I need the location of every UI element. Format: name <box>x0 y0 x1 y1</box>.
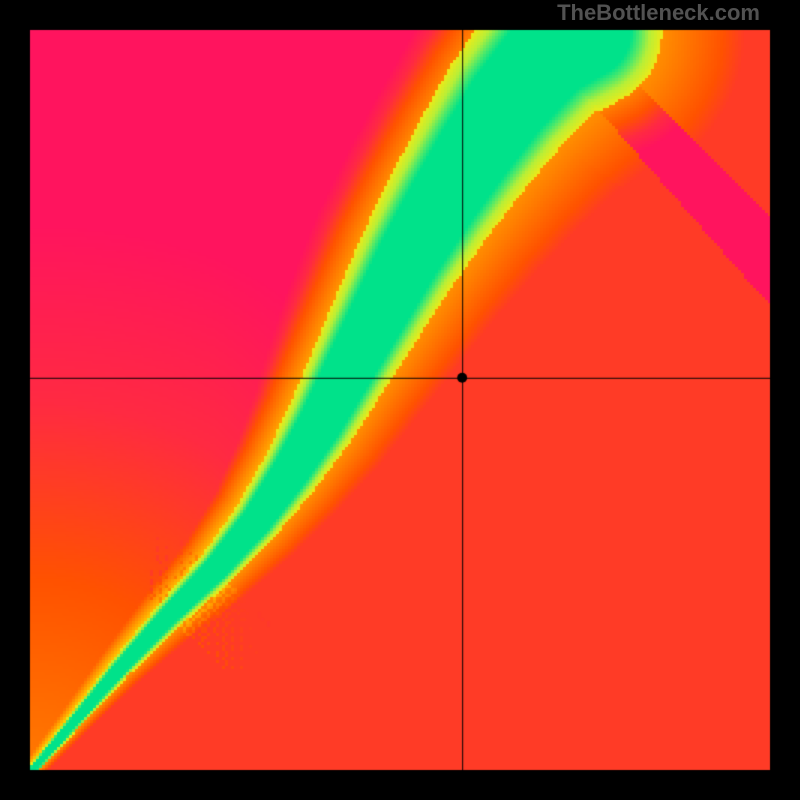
chart-frame: TheBottleneck.com <box>0 0 800 800</box>
bottleneck-heatmap-canvas <box>0 0 800 800</box>
watermark-text: TheBottleneck.com <box>557 0 760 26</box>
